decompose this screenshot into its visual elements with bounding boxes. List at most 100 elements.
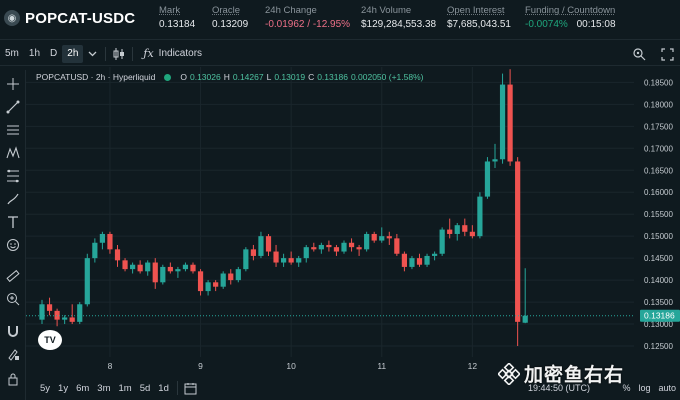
candle-up: [477, 196, 483, 237]
candle-up: [439, 229, 445, 254]
stat-label[interactable]: Mark: [159, 5, 181, 16]
range-1m[interactable]: 1m: [118, 382, 132, 394]
price-tick-label: 0.15500: [644, 210, 673, 219]
timeframe-2h[interactable]: 2h: [62, 44, 84, 63]
ruler-icon[interactable]: [4, 267, 22, 285]
time-tick-label: 9: [198, 361, 203, 371]
low-key: L: [266, 72, 272, 82]
fib-icon[interactable]: [4, 167, 22, 185]
chevron-down-icon[interactable]: [83, 45, 101, 63]
candle-up: [130, 264, 136, 270]
screenshot-icon[interactable]: [630, 45, 648, 63]
stat-label[interactable]: Funding / Countdown: [525, 5, 616, 16]
indicators-label: Indicators: [158, 48, 203, 59]
log-scale-toggle[interactable]: log: [638, 383, 651, 393]
candle-up: [296, 258, 302, 263]
candle-up: [432, 253, 438, 256]
zoom-in-icon[interactable]: [4, 290, 22, 308]
utc-clock[interactable]: 19:44:50 (UTC): [527, 383, 590, 393]
magnet-icon[interactable]: [4, 322, 22, 340]
candle-down: [469, 231, 475, 237]
candle-up: [281, 258, 287, 263]
trend-line-icon[interactable]: [4, 98, 22, 116]
symbol-title: POPCATUSD · 2h · Hyperliquid: [36, 72, 156, 82]
stat-24h-volume: 24h Volume $129,284,553.38: [361, 5, 436, 30]
candle-down: [348, 242, 355, 248]
timeframe-1h[interactable]: 1h: [28, 47, 41, 59]
stat-24h-change: 24h Change -0.01962 / -12.95%: [265, 5, 350, 30]
candle-up: [175, 269, 181, 272]
price-tick-label: 0.16000: [644, 188, 673, 197]
candle-down: [122, 260, 128, 270]
range-3m[interactable]: 3m: [97, 382, 111, 394]
function-icon: ƒx: [143, 47, 154, 60]
pair-selector[interactable]: ◉ POPCAT-USDC: [4, 7, 135, 29]
calendar-range-icon[interactable]: [182, 379, 200, 397]
crosshair-icon[interactable]: [4, 75, 22, 93]
stat-label[interactable]: Oracle: [212, 5, 240, 16]
time-tick-label: 8: [108, 361, 113, 371]
last-price-box: [640, 309, 680, 322]
candle-up: [258, 236, 264, 256]
watermark-text: 加密鱼右右: [524, 364, 625, 386]
candle-down: [401, 253, 407, 267]
candle-down: [197, 271, 204, 292]
candle-down: [190, 264, 196, 272]
price-tick-label: 0.13000: [644, 320, 673, 329]
candle-up: [492, 159, 498, 162]
candle-down: [114, 249, 121, 261]
stat-value: -0.01962 / -12.95%: [265, 19, 351, 30]
range-1d[interactable]: 1d: [158, 382, 169, 394]
emoji-icon[interactable]: [4, 236, 22, 254]
percent-scale-toggle[interactable]: %: [622, 383, 631, 393]
lock-icon[interactable]: [4, 370, 22, 388]
price-tick-label: 0.13500: [644, 298, 673, 307]
auto-scale-toggle[interactable]: auto: [658, 383, 676, 393]
range-5d[interactable]: 5d: [139, 382, 151, 394]
watermark: 加密鱼右右: [498, 360, 624, 387]
brush-icon[interactable]: [4, 190, 22, 208]
chart-grid: [26, 67, 634, 357]
range-1y[interactable]: 1y: [58, 382, 69, 394]
tradingview-logo[interactable]: TV: [38, 330, 62, 350]
coin-icon: ◉: [4, 10, 20, 26]
candle-up: [145, 262, 151, 272]
candle-up: [160, 266, 166, 283]
lock-drawing-icon[interactable]: [4, 345, 22, 363]
fullscreen-icon[interactable]: [658, 45, 676, 63]
price-tick-label: 0.12500: [644, 342, 673, 351]
price-tick-label: 0.18000: [644, 100, 673, 109]
candle-up: [77, 304, 83, 322]
candle-down: [462, 225, 468, 232]
price-chart[interactable]: 0.18500 0.18000 0.17500 0.17000 0.16500 0.160…: [26, 67, 680, 375]
indicators-button[interactable]: ƒx Indicators: [137, 47, 208, 60]
pattern-icon[interactable]: [4, 144, 22, 162]
candle-up: [303, 247, 309, 259]
close-key: C: [308, 72, 315, 82]
horizontal-lines-icon[interactable]: [4, 121, 22, 139]
candlestick-type-icon[interactable]: [110, 45, 128, 63]
candle-up: [318, 244, 324, 250]
open-key: O: [180, 72, 187, 82]
stat-label: 24h Volume: [361, 5, 412, 16]
stat-value: 0.13184: [159, 19, 196, 30]
candle-down: [515, 161, 521, 322]
pair-name: POPCAT-USDC: [25, 9, 136, 27]
market-header: ◉ POPCAT-USDC Mark 0.13184 Oracle 0.1320…: [0, 0, 680, 40]
range-6m[interactable]: 6m: [76, 382, 90, 394]
price-tick-label: 0.14000: [644, 276, 673, 285]
candle-up: [484, 161, 491, 197]
high-value: 0.14267: [232, 72, 264, 82]
candle-down: [394, 238, 400, 254]
text-icon[interactable]: [4, 213, 22, 231]
candle-up: [341, 242, 347, 252]
scale-options: % log auto: [622, 383, 676, 393]
candle-down: [228, 273, 234, 281]
range-5y[interactable]: 5y: [40, 382, 51, 394]
timeframe-d[interactable]: D: [50, 47, 58, 59]
stat-label: 24h Change: [265, 5, 317, 16]
stat-label[interactable]: Open Interest: [447, 5, 505, 16]
timeframe-5m[interactable]: 5m: [5, 47, 19, 59]
open-value: 0.13026: [189, 72, 221, 82]
toolbar-divider: [132, 46, 134, 61]
